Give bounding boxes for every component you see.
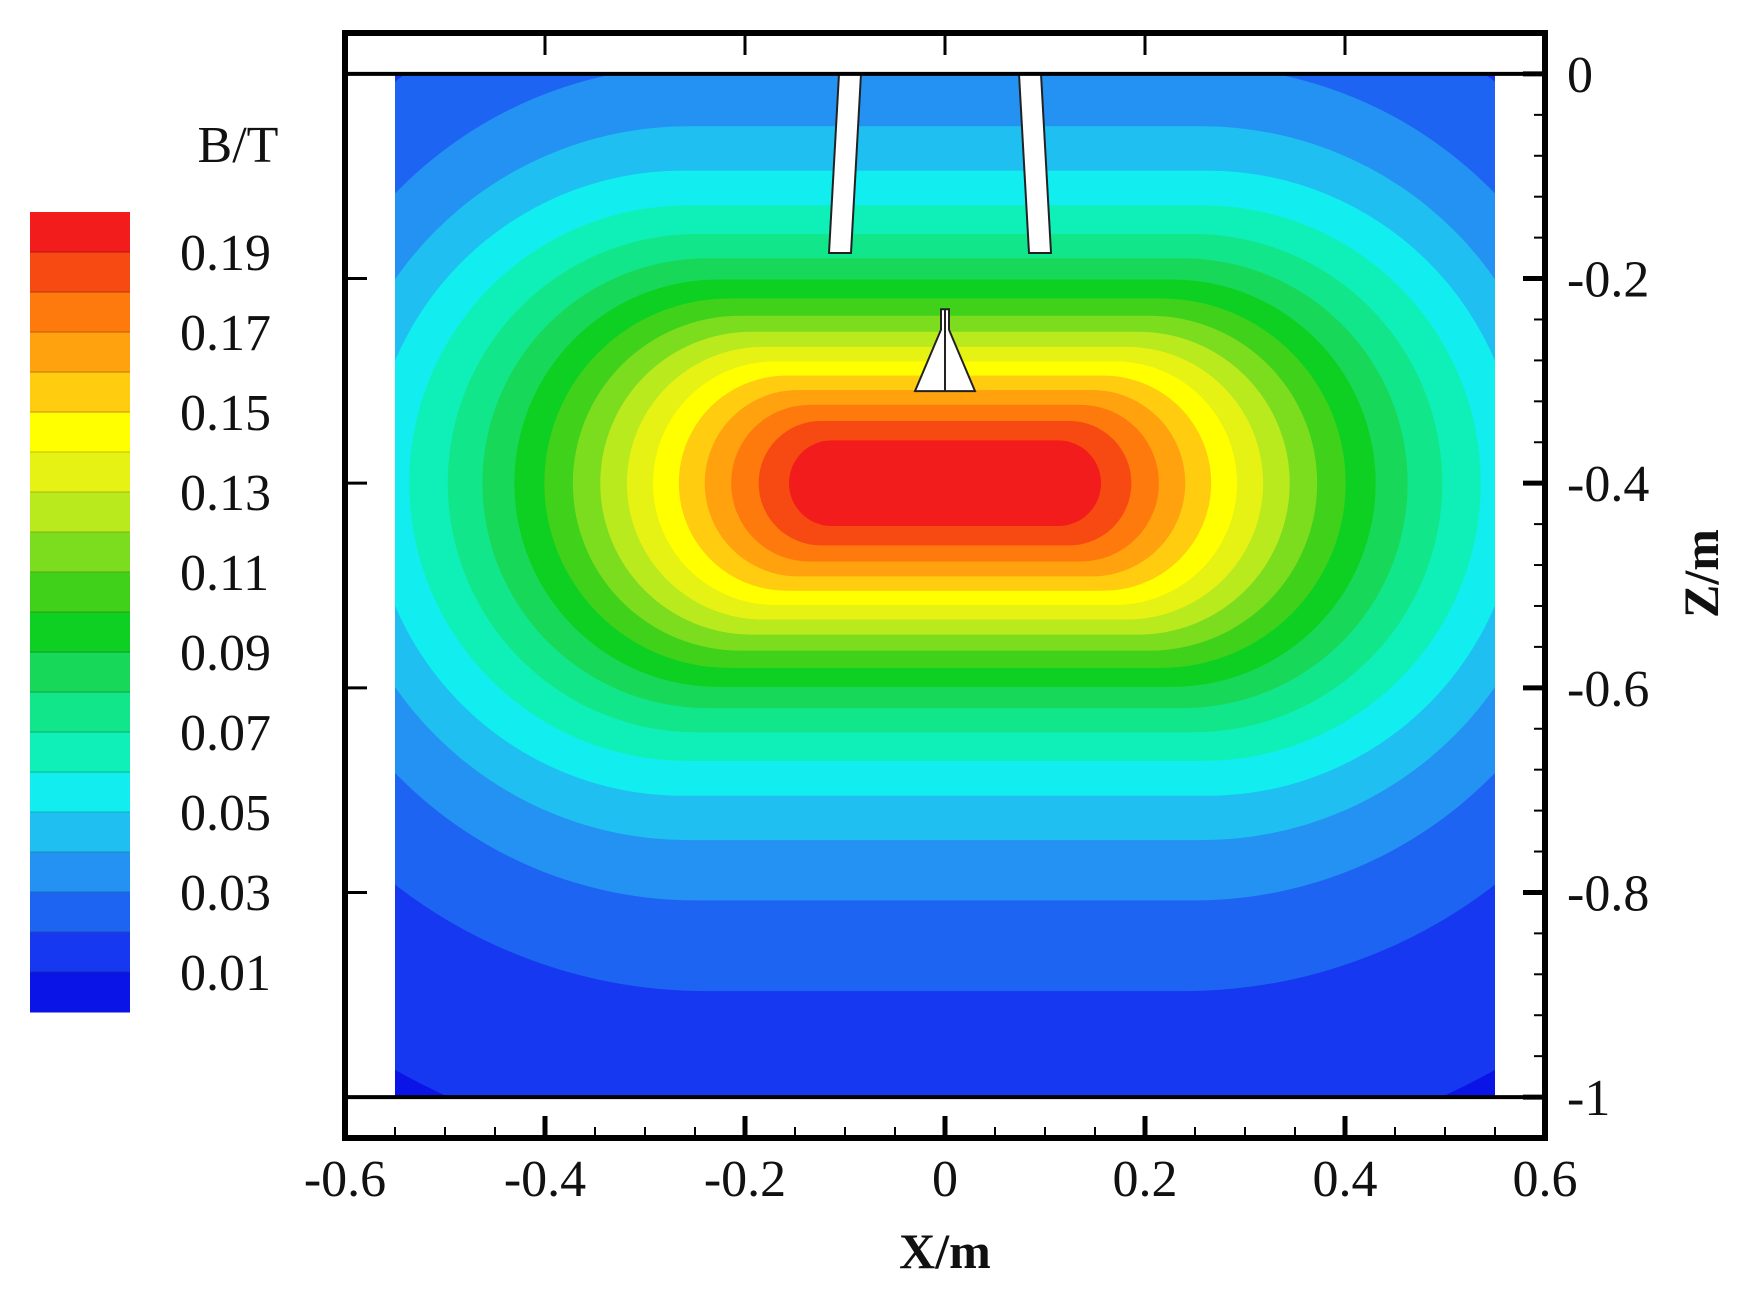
colorbar-label: 0.13	[180, 465, 271, 522]
x-tick-label: -0.2	[704, 1151, 786, 1208]
colorbar-label: 0.17	[180, 305, 271, 362]
z-axis-title: Z/m	[1673, 529, 1729, 618]
colorbar-swatch	[30, 652, 130, 693]
obstacles	[827, 72, 1053, 393]
colorbar-label: 0.07	[180, 705, 271, 762]
contour-band	[788, 440, 1102, 527]
colorbar-swatch	[30, 572, 130, 613]
colorbar-label: 0.15	[180, 385, 271, 442]
colorbar-label: 0.19	[180, 225, 271, 282]
x-axis-title: X/m	[899, 1223, 991, 1279]
x-tick-label: 0	[932, 1151, 958, 1208]
contour-field	[395, 73, 1495, 1098]
colorbar-label: 0.11	[180, 545, 269, 602]
colorbar-swatch	[30, 252, 130, 293]
x-tick-label: 0.4	[1313, 1151, 1378, 1208]
colorbar-swatch	[30, 692, 130, 733]
x-tick-label: -0.6	[304, 1151, 386, 1208]
colorbar-label: 0.01	[180, 945, 271, 1002]
colorbar-swatch	[30, 492, 130, 533]
colorbar-swatch	[30, 212, 130, 253]
colorbar-swatch	[30, 412, 130, 453]
colorbar: 0.01 0.03 0.05 0.07 0.09 0.11 0.13 0.15 0.17 0.19	[30, 212, 271, 1013]
z-tick-label: -1	[1567, 1070, 1610, 1127]
z-tick-label: 0	[1567, 47, 1593, 104]
colorbar-swatch	[30, 612, 130, 653]
colorbar-swatch	[30, 892, 130, 933]
colorbar-swatch	[30, 812, 130, 853]
colorbar-swatch	[30, 852, 130, 893]
colorbar-swatch	[30, 732, 130, 773]
z-axis: 0 -0.2 -0.4 -0.6 -0.8 -1	[345, 47, 1649, 1127]
colorbar-title: B/T	[198, 117, 279, 174]
x-axis: -0.6 -0.4 -0.2 0 0.2 0.4 0.6	[304, 33, 1578, 1208]
colorbar-swatch	[30, 332, 130, 373]
colorbar-swatch	[30, 772, 130, 813]
x-tick-label: 0.6	[1513, 1151, 1578, 1208]
z-tick-label: -0.4	[1567, 456, 1649, 513]
x-tick-label: -0.4	[504, 1151, 586, 1208]
x-tick-label: 0.2	[1113, 1151, 1178, 1208]
colorbar-swatch	[30, 972, 130, 1013]
colorbar-swatch	[30, 292, 130, 333]
colorbar-label: 0.09	[180, 625, 271, 682]
z-tick-label: -0.8	[1567, 865, 1649, 922]
colorbar-swatch	[30, 932, 130, 973]
z-tick-label: -0.2	[1567, 252, 1649, 309]
colorbar-label: 0.03	[180, 865, 271, 922]
colorbar-label: 0.05	[180, 785, 271, 842]
colorbar-swatch	[30, 372, 130, 413]
colorbar-swatch	[30, 532, 130, 573]
z-tick-label: -0.6	[1567, 661, 1649, 718]
colorbar-swatch	[30, 452, 130, 493]
